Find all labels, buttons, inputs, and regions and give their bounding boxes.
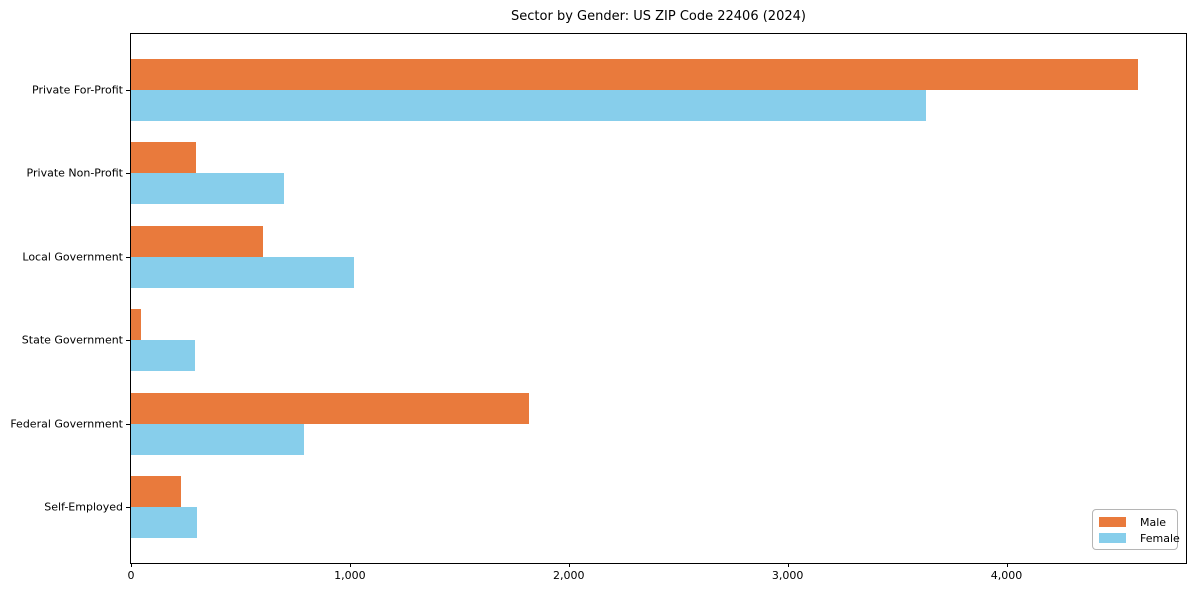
x-tick-label-0: 0: [127, 569, 135, 582]
y-tick-mark: [126, 173, 131, 175]
legend-item-male: Male: [1099, 515, 1171, 529]
y-tick-mark: [126, 90, 131, 91]
bar-female-private-non-profit: [131, 173, 285, 205]
y-tick-label-federal-government: Federal Government: [10, 417, 123, 431]
bar-male-self-employed: [131, 476, 182, 507]
x-tick-label-2000: 2,000: [553, 569, 585, 582]
legend-item-female: Female: [1099, 531, 1180, 545]
x-tick-mark: [568, 563, 570, 567]
bar-male-local-government: [131, 225, 264, 257]
bar-male-private-for-profit: [131, 59, 1138, 90]
legend-swatch-female: [1099, 533, 1126, 543]
x-tick-mark: [787, 563, 789, 567]
legend-label-male: Male: [1140, 515, 1167, 529]
legend: Male Female: [1092, 509, 1180, 550]
bar-female-state-government: [131, 340, 195, 372]
chart-title: Sector by Gender: US ZIP Code 22406 (202…: [511, 9, 806, 24]
x-tick-mark: [349, 563, 351, 567]
x-tick-mark: [131, 563, 132, 567]
plot-area: [130, 33, 1187, 564]
y-tick-label-private-for-profit: Private For-Profit: [32, 83, 123, 97]
y-tick-mark: [126, 340, 131, 342]
y-tick-label-self-employed: Self-Employed: [44, 500, 123, 514]
bar-female-federal-government: [131, 423, 304, 455]
bar-female-self-employed: [131, 507, 197, 538]
y-tick-label-state-government: State Government: [21, 333, 123, 347]
bar-female-private-for-profit: [131, 90, 926, 121]
y-tick-label-private-non-profit: Private Non-Profit: [26, 166, 123, 180]
y-tick-label-local-government: Local Government: [22, 250, 123, 264]
y-tick-mark: [126, 256, 131, 258]
bar-male-private-non-profit: [131, 142, 196, 174]
bar-female-local-government: [131, 256, 355, 288]
legend-label-female: Female: [1140, 531, 1180, 545]
y-tick-mark: [126, 423, 131, 425]
bar-male-federal-government: [131, 392, 530, 424]
x-tick-label-4000: 4,000: [990, 569, 1023, 582]
x-tick-label-3000: 3,000: [771, 569, 804, 582]
legend-swatch-male: [1099, 517, 1126, 527]
bar-male-state-government: [131, 309, 141, 341]
y-tick-mark: [126, 507, 131, 508]
x-tick-label-1000: 1,000: [334, 569, 366, 582]
x-tick-mark: [1006, 563, 1008, 567]
